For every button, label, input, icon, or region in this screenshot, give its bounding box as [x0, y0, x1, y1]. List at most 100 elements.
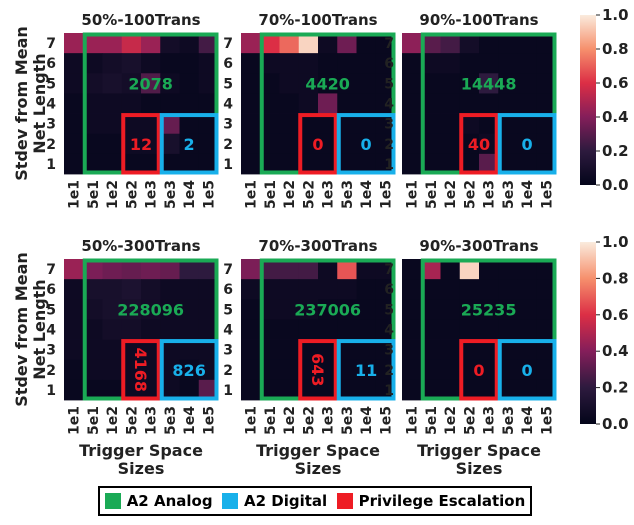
- col-tick-label: 5e1: [263, 406, 279, 435]
- panel-title: 90%-300Trans: [419, 237, 538, 255]
- heatmap-cell: [241, 259, 261, 280]
- row-tick-label: 2: [46, 137, 56, 153]
- heatmap-cell: [440, 33, 461, 54]
- heatmap-cell: [356, 279, 377, 300]
- heatmap-cell: [121, 299, 142, 320]
- heatmap-cell: [298, 319, 319, 340]
- col-tick-label: 5e2: [124, 406, 140, 435]
- row-tick-label: 5: [223, 76, 233, 92]
- col-tick-label: 1e3: [144, 180, 160, 209]
- heatmap-cell: [498, 153, 518, 175]
- heatmap-cell: [279, 259, 300, 280]
- heatmap-cell: [279, 279, 300, 300]
- legend-label-digital: A2 Digital: [244, 492, 328, 510]
- heatmap-cell: [440, 73, 461, 94]
- heatmap-cell: [337, 359, 357, 381]
- heatmap-cell: [421, 33, 441, 54]
- heatmap-cell: [102, 53, 123, 74]
- heatmap-cell: [198, 93, 219, 114]
- heatmap-cell: [279, 33, 300, 54]
- heatmap-cell: [198, 259, 219, 280]
- heatmap-cell: [102, 279, 123, 300]
- heatmap-cell: [298, 339, 319, 361]
- row-tick-label: 7: [223, 262, 233, 278]
- row-tick-label: 6: [384, 56, 394, 72]
- colorbar-tick-label: 0.6: [602, 74, 629, 92]
- col-tick-label: 5e3: [340, 180, 356, 209]
- heatmap-panel: [241, 258, 396, 401]
- heatmap-cell: [160, 133, 180, 155]
- heatmap-cell: [298, 73, 319, 94]
- heatmap-cell: [375, 279, 396, 300]
- heatmap-cell: [198, 113, 219, 135]
- heatmap-cell: [121, 379, 142, 401]
- heatmap-cell: [356, 339, 377, 361]
- col-tick-label: 1e2: [282, 180, 298, 209]
- heatmap-cell: [498, 279, 518, 300]
- row-tick-label: 1: [46, 383, 56, 399]
- heatmap-cell: [421, 299, 441, 320]
- heatmap-cell: [279, 133, 300, 155]
- heatmap-cell: [459, 113, 480, 135]
- privilege-count: 0: [312, 135, 323, 154]
- colorbar-tick-label: 0.8: [602, 40, 629, 58]
- heatmap-cell: [198, 153, 219, 175]
- heatmap-cell: [517, 379, 538, 401]
- row-tick-label: 6: [46, 56, 56, 72]
- heatmap-cell: [459, 299, 480, 320]
- heatmap-cell: [440, 339, 461, 361]
- heatmap-cell: [83, 153, 103, 175]
- digital-box: [497, 339, 557, 401]
- heatmap-cell: [279, 319, 300, 340]
- heatmap-cell: [402, 33, 422, 54]
- heatmap-cell: [318, 73, 338, 94]
- heatmap-cell: [402, 133, 422, 155]
- x-axis-label-line1: Trigger Space: [79, 441, 203, 460]
- heatmap-cell: [459, 279, 480, 300]
- colorbar-tick-label: 1.0: [602, 233, 629, 251]
- heatmap-cell: [318, 299, 338, 320]
- heatmap-cell: [421, 339, 441, 361]
- heatmap-cell: [141, 73, 161, 94]
- heatmap-cell: [279, 113, 300, 135]
- row-tick-label: 2: [46, 363, 56, 379]
- heatmap-cell: [102, 379, 123, 401]
- privilege-count: 643: [308, 353, 327, 386]
- heatmap-cell: [440, 259, 461, 280]
- heatmap-cell: [440, 53, 461, 74]
- row-tick-label: 4: [46, 323, 56, 339]
- col-tick-label: 5e1: [424, 180, 440, 209]
- heatmap-cell: [375, 133, 396, 155]
- privilege-box: [298, 339, 338, 401]
- heatmap-cell: [121, 339, 142, 361]
- heatmap-cell: [498, 359, 518, 381]
- heatmap-cell: [260, 93, 280, 114]
- row-tick-label: 1: [46, 157, 56, 173]
- heatmap-cell: [279, 73, 300, 94]
- heatmap-cell: [241, 279, 261, 300]
- col-tick-label: 1e5: [378, 406, 394, 435]
- heatmap-cell: [260, 319, 280, 340]
- heatmap-cell: [337, 33, 357, 54]
- heatmap-panel: [402, 258, 557, 401]
- heatmap-cell: [121, 359, 142, 381]
- digital-box: [497, 113, 557, 175]
- heatmap-cell: [459, 379, 480, 401]
- heatmap-cell: [479, 153, 499, 175]
- heatmap-cell: [64, 73, 84, 94]
- heatmap-cell: [375, 259, 396, 280]
- row-tick-label: 6: [223, 56, 233, 72]
- heatmap-cell: [402, 53, 422, 74]
- heatmap-cell: [102, 153, 123, 175]
- privilege-box: [459, 113, 499, 175]
- heatmap-cell: [102, 33, 123, 54]
- heatmap-cell: [498, 299, 518, 320]
- heatmap-cell: [160, 359, 180, 381]
- col-tick-label: 5e1: [86, 406, 102, 435]
- heatmap-cell: [179, 73, 200, 94]
- heatmap-cell: [179, 359, 200, 381]
- heatmap-cell: [459, 359, 480, 381]
- heatmap-cell: [517, 53, 538, 74]
- heatmap-cell: [318, 113, 338, 135]
- heatmap-cell: [459, 339, 480, 361]
